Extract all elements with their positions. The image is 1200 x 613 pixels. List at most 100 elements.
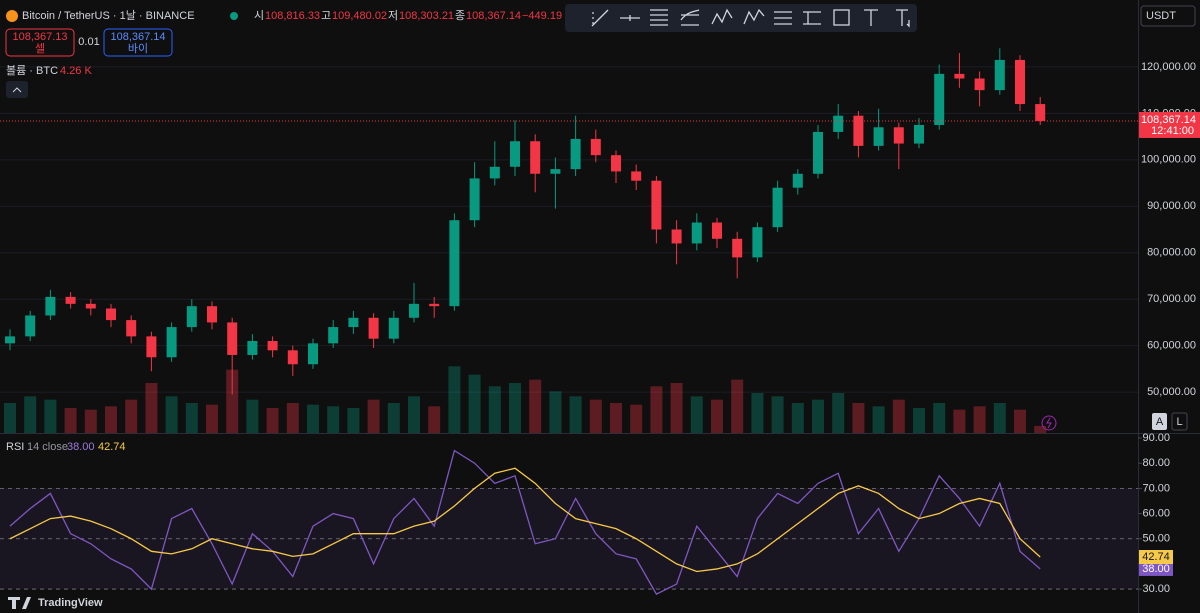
sell-button[interactable] [5,28,75,57]
ohlc-value: 108,303.21 [399,10,454,22]
candle-body [873,127,884,146]
y-tick-label: 70,000.00 [1147,293,1196,305]
volume-bar [408,396,420,433]
ohlc-key: 고 [321,10,331,22]
rect-tool[interactable] [833,9,850,26]
auto-scale[interactable]: A [1156,416,1164,428]
volume-bar [4,403,16,433]
y-tick-label: 90.00 [1142,432,1170,444]
candle-body [287,350,298,365]
note-tool[interactable] [896,9,910,28]
fib-tool[interactable] [650,9,668,26]
volume-bar [690,396,703,433]
cycle-tool[interactable] [774,11,792,25]
buy-label[interactable]: 바이 [128,42,148,55]
volume-bar [428,406,441,433]
candle-body [409,303,419,318]
last-price-tag [1139,111,1200,138]
candle-body [631,171,642,181]
drawing-toolbar [565,4,917,32]
rsi-params: 14 close [27,441,68,453]
volume-bar [832,393,845,433]
volume-bar [529,379,542,433]
y-tick-label: 50,000.00 [1147,386,1196,398]
volume-bar [387,403,400,433]
currency-button[interactable] [1140,5,1196,27]
candle-body [530,141,541,174]
volume-bar [206,404,218,433]
plot [0,48,1138,595]
candle-body [368,317,379,339]
brand-logo [8,597,31,609]
candle-body [934,73,945,125]
log-scale[interactable]: L [1176,416,1182,428]
volume-bar [327,406,340,433]
volume-bar [953,409,966,433]
candle-body [772,187,783,228]
y-tick-label: 80,000.00 [1147,247,1196,259]
volume-bar [125,399,138,433]
candle-body [1035,104,1046,121]
volume-bar [993,403,1006,433]
candle-body [853,115,864,146]
candle-body [1015,59,1025,105]
candle-body [974,78,985,91]
volume-bar [933,403,946,433]
candle-body [328,327,339,344]
rsi-tag-value: 42.74 [1142,551,1170,563]
ohlc: 시 108,816.33 고 109,480.02 저 108,303.21 종 108,36… [254,9,521,22]
candle-body [146,336,157,358]
candle-body [651,180,662,230]
sell-price[interactable]: 108,367.13 [12,31,67,43]
candle-body [247,341,258,355]
log-scale-button[interactable] [1171,412,1188,431]
volume-bar [791,403,804,433]
text-tool[interactable] [864,9,878,26]
currency[interactable]: USDT [1146,10,1176,22]
ray-tool[interactable] [620,15,640,21]
trend-line-tool[interactable] [591,9,609,27]
change: −449.19 [522,10,562,22]
elliott-tool[interactable] [743,8,765,25]
volume-bar [165,396,178,433]
last-price: 108,367.14 [1141,114,1196,126]
candle-body [429,303,440,307]
volume-bar [286,403,299,433]
volume-bar [468,374,481,433]
y-tick-label: 60.00 [1142,507,1170,519]
y-tick-label: 70.00 [1142,482,1170,494]
buy-price[interactable]: 108,367.14 [110,31,165,43]
auto-scale-button[interactable] [1152,413,1167,430]
range-tool[interactable] [803,11,821,25]
rsi-line [9,449,1041,595]
volume-bar [1014,409,1026,433]
rsi-tag-value: 38.00 [1142,563,1170,575]
volume-bar [549,391,562,433]
candle-body [994,59,1005,91]
volume-bar [731,379,744,433]
rsi-line [9,467,1041,573]
volume-bar [185,403,198,433]
alert-icon[interactable] [1041,415,1057,431]
symbol[interactable]: Bitcoin / TetherUS · 1날 · BINANCE [22,9,195,22]
rsi-legend-value: 38.00 [67,441,95,453]
channel-tool[interactable] [680,9,700,26]
rsi-tag [1139,550,1173,565]
candle-body [106,308,116,321]
pattern-tool[interactable] [711,8,733,25]
collapse-button[interactable] [6,81,28,98]
candle-body [550,169,561,174]
buy-button[interactable] [103,28,173,57]
volume-bar [448,366,461,433]
candle-body [126,320,137,337]
candle-body [267,341,278,351]
candle-body [489,166,500,179]
rsi-title: RSI [6,441,24,453]
candle-body [570,138,581,170]
candle-body [227,322,238,355]
volume-bar [246,399,259,433]
candle-body [5,336,15,344]
volume-bar [569,396,582,433]
candle-body [732,238,743,258]
sell-label[interactable]: 셀 [35,42,45,55]
